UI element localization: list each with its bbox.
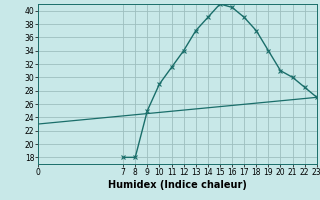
X-axis label: Humidex (Indice chaleur): Humidex (Indice chaleur) [108,180,247,190]
